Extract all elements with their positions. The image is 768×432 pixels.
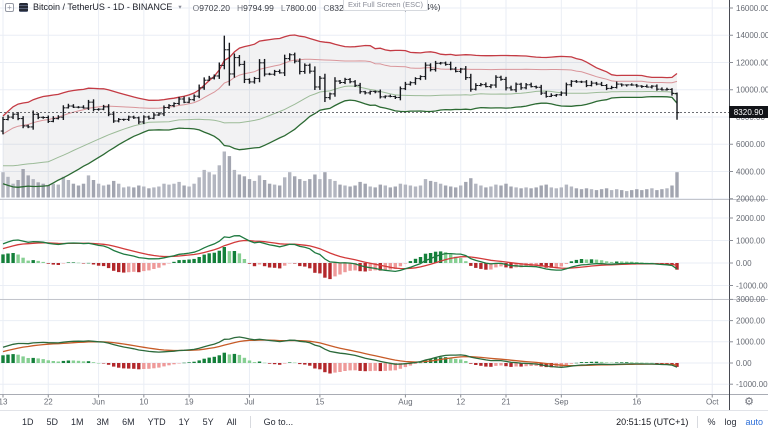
time-tick-label: 16 [632, 398, 641, 407]
ohlc-item: O9702.20 [192, 3, 231, 13]
price-tick-label: 16000.00 [736, 4, 768, 13]
price-tick-label: 4000.00 [736, 167, 765, 176]
price-tick-label: 0.00 [736, 359, 752, 368]
add-symbol-icon[interactable]: + [5, 2, 14, 12]
price-tick-label: -1000.00 [736, 281, 768, 290]
chevron-down-icon[interactable]: ▾ [178, 4, 182, 11]
price-tick-label: 0.00 [736, 259, 752, 268]
price-tick-label: 12000.00 [736, 58, 768, 67]
price-tick-label: 3000.00 [736, 295, 765, 304]
price-tick-label: 2000.00 [736, 195, 765, 204]
price-tick-label: 14000.00 [736, 31, 768, 40]
clock[interactable]: 20:51:15 (UTC+1) [616, 416, 689, 427]
time-tick-label: 21 [502, 398, 511, 407]
range-button-all[interactable]: All [226, 416, 237, 427]
range-button-5d[interactable]: 5D [46, 416, 59, 427]
time-tick-label: Jul [244, 398, 254, 407]
time-tick-label: 13 [0, 398, 8, 407]
price-bars [0, 35, 680, 135]
price-tick-label: -1000.00 [736, 380, 768, 389]
range-button-1m[interactable]: 1M [71, 416, 84, 427]
price-tick-label: 2000.00 [736, 316, 765, 325]
time-tick-label: Sep [554, 398, 569, 407]
bottom-toolbar: 1D 5D 1M 3M 6M YTD 1Y 5Y All Go to... 20:51:15 (U… [0, 410, 768, 432]
time-tick-label: 19 [185, 398, 194, 407]
macd-slow-drawing [1, 336, 679, 374]
last-price-tag: 8320.90 [729, 106, 768, 118]
ohlc-item: L7800.00 [280, 3, 317, 13]
ohlc-item: H9794.99 [237, 3, 274, 13]
macd-pane-2[interactable] [0, 300, 729, 394]
range-button-1d[interactable]: 1D [22, 416, 34, 427]
price-pane-drawing [0, 34, 729, 198]
price-tick-label: 10000.00 [736, 86, 768, 95]
auto-scale-button[interactable]: auto [745, 416, 763, 427]
range-button-ytd[interactable]: YTD [147, 416, 166, 427]
range-buttons: 1D 5D 1M 3M 6M YTD 1Y 5Y All Go to... [22, 411, 293, 432]
divider [249, 415, 251, 428]
volume-series [1, 151, 679, 198]
time-tick-label: 15 [315, 398, 324, 407]
price-pane[interactable] [0, 12, 729, 199]
time-tick-label: Oct [706, 398, 719, 407]
range-button-1y[interactable]: 1Y [178, 416, 190, 427]
gear-icon[interactable]: ⚙ [744, 396, 754, 408]
macd-pane-1[interactable] [0, 200, 729, 299]
symbol-logo-icon [19, 2, 28, 12]
time-tick-label: 22 [44, 398, 53, 407]
time-tick-label: Aug [398, 398, 412, 407]
time-tick-label: Jun [92, 398, 105, 407]
goto-button[interactable]: Go to... [263, 416, 294, 427]
footer-right-controls: 20:51:15 (UTC+1) % log auto [616, 411, 763, 432]
macd-fast-drawing [1, 235, 679, 280]
percent-scale-button[interactable]: % [707, 416, 716, 427]
price-tick-label: 2000.00 [736, 214, 765, 223]
time-axis[interactable] [0, 394, 729, 410]
price-tick-label: 6000.00 [736, 140, 765, 149]
range-button-3m[interactable]: 3M [96, 416, 110, 427]
time-tick-label: 10 [139, 398, 148, 407]
symbol-title[interactable]: Bitcoin / TetherUS - 1D - BINANCE [33, 2, 173, 12]
exit-fullscreen-button[interactable]: Exit Full Screen (ESC) [343, 0, 429, 11]
range-button-6m[interactable]: 6M [122, 416, 135, 427]
divider [697, 415, 699, 428]
price-tick-label: 1000.00 [736, 338, 765, 347]
log-scale-button[interactable]: log [724, 416, 737, 427]
range-button-5y[interactable]: 5Y [202, 416, 214, 427]
price-tick-label: 1000.00 [736, 236, 765, 245]
price-axis[interactable] [729, 0, 768, 394]
time-tick-label: 12 [456, 398, 465, 407]
